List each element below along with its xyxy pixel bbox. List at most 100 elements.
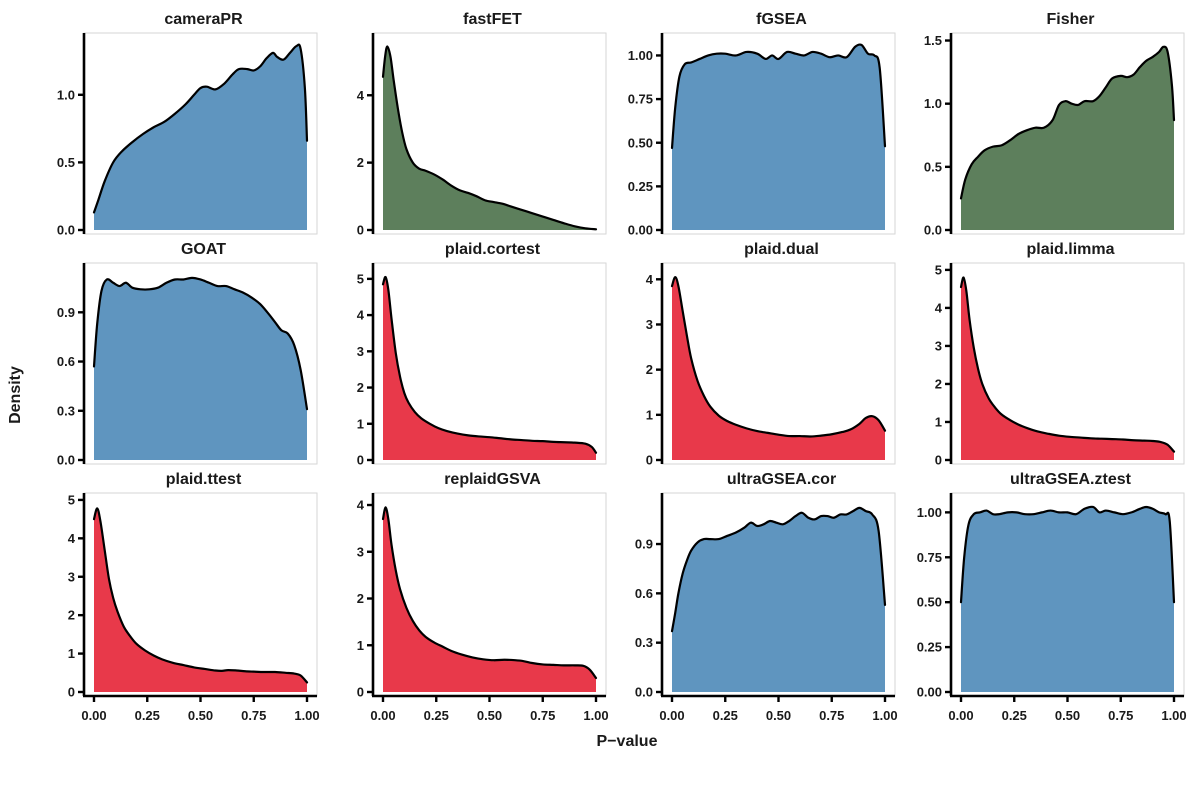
- svg-text:0.00: 0.00: [917, 685, 942, 700]
- svg-text:0.00: 0.00: [81, 708, 106, 723]
- svg-text:0.00: 0.00: [628, 223, 653, 238]
- svg-text:0.6: 0.6: [57, 354, 75, 369]
- facet-title: fGSEA: [756, 11, 807, 28]
- svg-text:1.00: 1.00: [628, 48, 653, 63]
- svg-text:5: 5: [357, 271, 364, 286]
- density-plot: 0 1 2 3 4 5 0.00 0.25 0.50 0.75 1.00: [68, 492, 320, 723]
- density-plot: 0.00 0.25 0.50 0.75 1.00 0.00 0.25 0.50 0.75 1.00: [917, 492, 1187, 723]
- svg-text:0.00: 0.00: [659, 708, 684, 723]
- svg-text:0.00: 0.00: [948, 708, 973, 723]
- svg-text:0.50: 0.50: [188, 708, 213, 723]
- svg-text:0.75: 0.75: [241, 708, 266, 723]
- svg-text:0.0: 0.0: [635, 685, 653, 700]
- svg-text:0.3: 0.3: [635, 635, 653, 650]
- svg-text:0.9: 0.9: [57, 305, 75, 320]
- svg-text:0.25: 0.25: [424, 708, 449, 723]
- svg-text:1.0: 1.0: [57, 87, 75, 102]
- svg-text:1.00: 1.00: [1161, 708, 1186, 723]
- facet-title: fastFET: [463, 11, 522, 28]
- svg-text:1.00: 1.00: [917, 505, 942, 520]
- svg-text:0.75: 0.75: [917, 550, 942, 565]
- svg-text:0.50: 0.50: [477, 708, 502, 723]
- svg-text:4: 4: [357, 498, 365, 513]
- facet-title: plaid.cortest: [444, 241, 541, 258]
- svg-text:0.5: 0.5: [57, 155, 75, 170]
- svg-text:2: 2: [68, 608, 75, 623]
- facet-panel: ultraGSEA.ztest 0.00 0.25 0.50 0.75 1.00 0.00…: [901, 468, 1190, 730]
- svg-text:0: 0: [935, 453, 942, 468]
- density-plot: 0 2 4: [357, 32, 607, 238]
- svg-text:1.00: 1.00: [583, 708, 608, 723]
- x-axis-title: P−value: [596, 733, 658, 750]
- svg-text:1.0: 1.0: [924, 96, 942, 111]
- facet-panel: plaid.limma 0 1 2 3 4 5: [901, 238, 1190, 468]
- svg-text:1.5: 1.5: [924, 33, 942, 48]
- svg-text:4: 4: [357, 308, 365, 323]
- svg-text:0.6: 0.6: [635, 586, 653, 601]
- facet-panel: replaidGSVA 0 1 2 3 4 0.00 0.25 0.50 0.75 1.00: [323, 468, 612, 730]
- svg-text:4: 4: [935, 300, 943, 315]
- svg-text:0.75: 0.75: [1108, 708, 1133, 723]
- svg-text:0.25: 0.25: [713, 708, 738, 723]
- svg-text:1.00: 1.00: [872, 708, 897, 723]
- facet-panel: fastFET 0 2 4: [323, 8, 612, 238]
- density-plot: 0.0 0.3 0.6 0.9: [57, 262, 318, 468]
- svg-text:2: 2: [357, 380, 364, 395]
- facet-title: ultraGSEA.cor: [726, 471, 837, 488]
- svg-text:0.0: 0.0: [57, 453, 75, 468]
- svg-text:0.25: 0.25: [135, 708, 160, 723]
- svg-text:0.0: 0.0: [57, 223, 75, 238]
- density-plot: 0.0 0.5 1.0 1.5: [924, 32, 1185, 238]
- facet-panel: plaid.cortest 0 1 2 3 4 5: [323, 238, 612, 468]
- svg-text:0.50: 0.50: [766, 708, 791, 723]
- svg-text:0.50: 0.50: [1055, 708, 1080, 723]
- svg-text:3: 3: [357, 344, 364, 359]
- svg-text:0.25: 0.25: [628, 179, 653, 194]
- svg-text:2: 2: [357, 155, 364, 170]
- facet-title: plaid.ttest: [165, 471, 242, 488]
- y-axis-title: Density: [7, 366, 24, 424]
- svg-text:0.75: 0.75: [628, 92, 653, 107]
- svg-text:0.75: 0.75: [819, 708, 844, 723]
- svg-text:0.25: 0.25: [917, 640, 942, 655]
- facet-title: plaid.dual: [744, 241, 819, 258]
- svg-text:4: 4: [357, 88, 365, 103]
- svg-text:2: 2: [646, 362, 653, 377]
- facet-panel: cameraPR 0.0 0.5 1.0: [34, 8, 323, 238]
- svg-text:0.3: 0.3: [57, 403, 75, 418]
- density-plot: 0 1 2 3 4: [646, 262, 896, 468]
- svg-text:5: 5: [68, 492, 75, 507]
- svg-text:1: 1: [68, 646, 75, 661]
- density-plot: 0 1 2 3 4 5: [357, 262, 607, 468]
- facet-title: cameraPR: [164, 11, 243, 28]
- facet-panel: plaid.dual 0 1 2 3 4: [612, 238, 901, 468]
- facet-title: plaid.limma: [1026, 241, 1115, 258]
- facet-title: replaidGSVA: [444, 471, 541, 488]
- svg-text:0: 0: [646, 453, 653, 468]
- facet-grid: cameraPR 0.0 0.5 1.0 fastFET 0 2 4 fGSEA 0.0…: [34, 0, 1200, 730]
- svg-text:0: 0: [357, 223, 364, 238]
- svg-text:0.50: 0.50: [917, 595, 942, 610]
- facet-title: ultraGSEA.ztest: [1010, 471, 1131, 488]
- density-plot: 0 1 2 3 4 5: [935, 262, 1185, 468]
- svg-text:0: 0: [357, 685, 364, 700]
- svg-text:0.0: 0.0: [924, 223, 942, 238]
- density-plot: 0.0 0.3 0.6 0.9 0.00 0.25 0.50 0.75 1.00: [635, 492, 898, 723]
- svg-text:0.00: 0.00: [370, 708, 395, 723]
- svg-text:1: 1: [357, 416, 364, 431]
- svg-text:1.00: 1.00: [294, 708, 319, 723]
- facet-panel: GOAT 0.0 0.3 0.6 0.9: [34, 238, 323, 468]
- svg-text:0: 0: [357, 453, 364, 468]
- svg-text:2: 2: [357, 591, 364, 606]
- svg-text:3: 3: [935, 338, 942, 353]
- svg-text:0: 0: [68, 685, 75, 700]
- svg-text:0.25: 0.25: [1002, 708, 1027, 723]
- density-plot: 0.00 0.25 0.50 0.75 1.00: [628, 32, 896, 238]
- svg-text:3: 3: [68, 569, 75, 584]
- svg-text:5: 5: [935, 262, 942, 277]
- facet-panel: plaid.ttest 0 1 2 3 4 5 0.00 0.25 0.50 0.75 1.00: [34, 468, 323, 730]
- svg-text:0.75: 0.75: [530, 708, 555, 723]
- facet-title: Fisher: [1046, 11, 1095, 28]
- svg-text:4: 4: [68, 531, 76, 546]
